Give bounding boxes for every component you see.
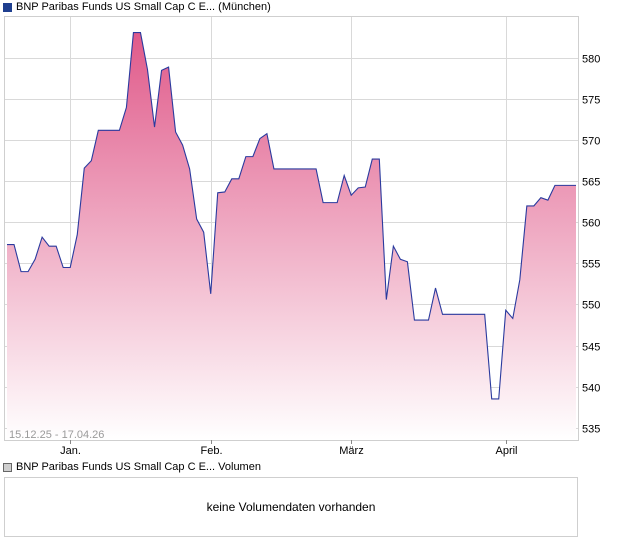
legend-volume: BNP Paribas Funds US Small Cap C E... Vo… [3,460,261,474]
y-axis-ticks: 535 540 545 550 555 560 565 570 575 580 [582,54,600,436]
legend-volume-swatch [3,462,12,472]
y-tick-label: 575 [582,95,600,107]
y-tick-label: 550 [582,300,600,312]
x-tick-label: Feb. [200,445,222,457]
volume-panel: keine Volumendaten vorhanden [4,477,578,537]
y-tick-label: 565 [582,177,600,189]
x-tick-label: April [495,445,517,457]
y-tick-label: 560 [582,218,600,230]
y-tick-label: 555 [582,259,600,271]
legend-price-label: BNP Paribas Funds US Small Cap C E... (M… [16,1,271,13]
legend-price-swatch [3,2,12,12]
y-tick-label: 570 [582,136,600,148]
legend-volume-label: BNP Paribas Funds US Small Cap C E... Vo… [16,461,261,473]
y-tick-label: 535 [582,424,600,436]
date-range-label: 15.12.25 - 17.04.26 [9,429,104,441]
price-area [7,32,576,441]
x-tick-label: Jan. [60,445,81,457]
legend-price: BNP Paribas Funds US Small Cap C E... (M… [3,0,271,14]
volume-empty-message: keine Volumendaten vorhanden [206,500,376,514]
price-chart: 535 540 545 550 555 560 565 570 575 580 Jan. Feb. M… [4,16,600,457]
price-line [7,32,576,400]
y-tick-label: 545 [582,342,600,354]
y-tick-label: 580 [582,54,600,66]
x-axis-ticks: Jan. Feb. März April [60,440,518,457]
x-tick-label: März [339,445,363,457]
y-tick-label: 540 [582,383,600,395]
